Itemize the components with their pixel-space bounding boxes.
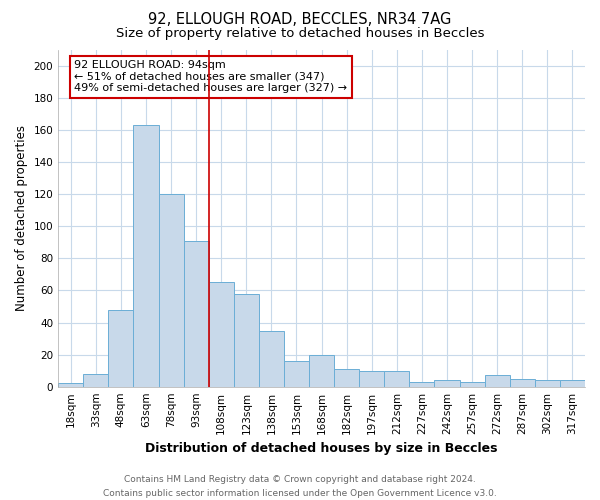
Bar	[510, 378, 535, 386]
Bar	[434, 380, 460, 386]
Bar	[158, 194, 184, 386]
Bar	[109, 310, 133, 386]
Y-axis label: Number of detached properties: Number of detached properties	[15, 126, 28, 312]
Bar	[485, 376, 510, 386]
Bar	[259, 330, 284, 386]
Bar	[460, 382, 485, 386]
Bar	[359, 370, 385, 386]
Bar	[234, 294, 259, 386]
Bar	[58, 384, 83, 386]
Bar	[334, 369, 359, 386]
Text: 92 ELLOUGH ROAD: 94sqm
← 51% of detached houses are smaller (347)
49% of semi-de: 92 ELLOUGH ROAD: 94sqm ← 51% of detached…	[74, 60, 347, 94]
Text: Size of property relative to detached houses in Beccles: Size of property relative to detached ho…	[116, 28, 484, 40]
Bar	[309, 354, 334, 386]
Text: 92, ELLOUGH ROAD, BECCLES, NR34 7AG: 92, ELLOUGH ROAD, BECCLES, NR34 7AG	[148, 12, 452, 28]
Bar	[284, 361, 309, 386]
X-axis label: Distribution of detached houses by size in Beccles: Distribution of detached houses by size …	[145, 442, 498, 455]
Bar	[209, 282, 234, 387]
Bar	[385, 370, 409, 386]
Bar	[560, 380, 585, 386]
Bar	[184, 241, 209, 386]
Bar	[409, 382, 434, 386]
Bar	[83, 374, 109, 386]
Text: Contains HM Land Registry data © Crown copyright and database right 2024.
Contai: Contains HM Land Registry data © Crown c…	[103, 476, 497, 498]
Bar	[535, 380, 560, 386]
Bar	[133, 126, 158, 386]
